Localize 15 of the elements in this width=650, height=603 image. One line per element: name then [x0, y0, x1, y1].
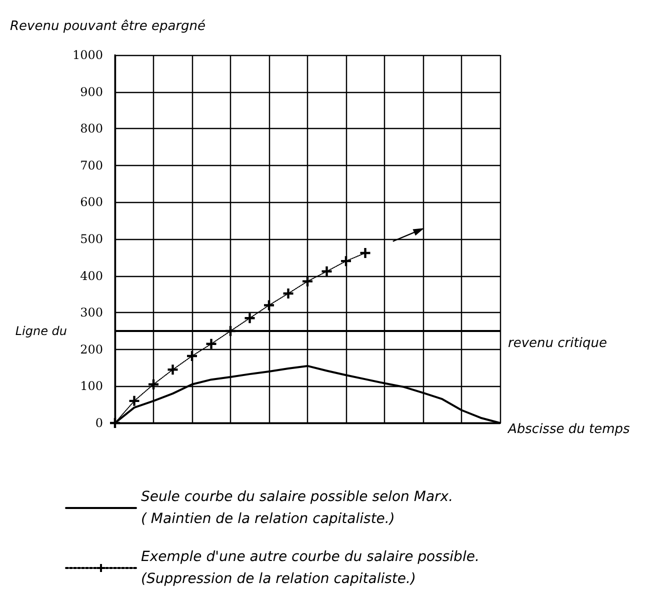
y-tick-label: 700: [80, 158, 103, 172]
y-tick-label: 200: [80, 342, 103, 356]
y-tick-label: 500: [80, 232, 103, 246]
x-axis-title: Abscisse du temps: [507, 422, 630, 437]
y-tick-label: 600: [80, 195, 103, 210]
y-tick-label: 800: [80, 122, 103, 136]
legend-label: Exemple d'une autre courbe du salaire possible. (Suppression de la relation capitaliste.): [141, 549, 480, 587]
y-tick-label: 400: [80, 268, 103, 283]
y-tick-label: 100: [80, 379, 103, 394]
y-tick-label: 1000: [72, 48, 103, 62]
y-tick-label: 0: [95, 416, 103, 430]
legend-label: Seule courbe du salaire possible selon Marx. ( Maintien de la relation capitaliste.): [141, 489, 454, 527]
y-tick-label: 300: [80, 306, 103, 320]
y-axis-title: Revenu pouvant être epargné: [10, 19, 206, 34]
y-tick-label: 900: [80, 84, 103, 99]
